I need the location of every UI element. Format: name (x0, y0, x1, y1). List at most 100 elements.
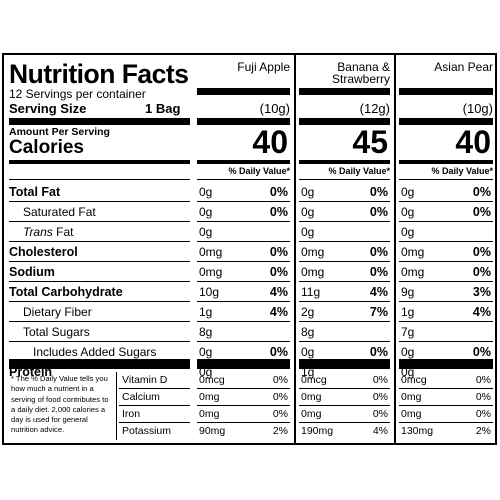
nutrient-amount: 1g (401, 305, 415, 319)
row-rule (197, 321, 290, 322)
nutrient-amount: 0mg (401, 245, 425, 259)
nutrient-daily-value: 0% (369, 205, 388, 219)
nutrient-amount: 8g (199, 325, 213, 339)
calories-label: Calories (9, 137, 84, 158)
product-name: Banana & Strawberry (331, 60, 390, 86)
row-rule (299, 261, 390, 262)
vitamin-amount: 0mg (401, 408, 422, 420)
nutrient-amount: 0mg (401, 265, 425, 279)
servings-per-container: 12 Servings per container (9, 87, 146, 101)
vitamin-rule (197, 388, 290, 389)
row-rule (299, 321, 390, 322)
nutrient-label: Total Sugars (23, 325, 90, 339)
vitamin-label: Vitamin D (122, 374, 168, 386)
vitamin-amount: 0mg (401, 391, 422, 403)
column-thick-rule (197, 88, 290, 95)
calories-rule (299, 160, 390, 164)
product-serving-size: (10g) (462, 101, 493, 116)
column-thick-rule (399, 118, 493, 125)
nutrient-daily-value: 0% (472, 205, 491, 219)
row-rule (197, 241, 290, 242)
vitamin-daily-value: 4% (372, 425, 388, 437)
vitamin-amount: 90mg (199, 425, 226, 437)
vitamin-daily-value: 0% (372, 374, 388, 386)
vitamin-amount: 0mg (199, 391, 220, 403)
vitamin-rule (399, 388, 493, 389)
row-rule (399, 341, 493, 342)
nutrient-top-rule (299, 179, 390, 180)
nutrient-amount: 0g (199, 185, 213, 199)
vitamin-rule (399, 405, 493, 406)
row-rule (299, 281, 390, 282)
nutrient-amount: 1g (199, 305, 213, 319)
nutrition-facts-label: Nutrition Facts 12 Servings per containe… (2, 53, 497, 445)
nutrient-amount: 0g (401, 225, 415, 239)
nutrient-label: Includes Added Sugars (33, 345, 157, 359)
row-rule (399, 241, 493, 242)
vitamin-amount: 0mg (301, 391, 322, 403)
nutrient-daily-value: 0% (269, 345, 288, 359)
row-rule (299, 241, 390, 242)
vitamin-amount: 190mg (301, 425, 334, 437)
nutrient-label-italic: Trans (23, 225, 53, 239)
nutrient-amount: 9g (401, 285, 415, 299)
nutrient-amount: 2g (301, 305, 315, 319)
nutrient-top-rule (9, 179, 190, 180)
column-thick-rule (197, 118, 290, 125)
serving-size-label: Serving Size (9, 101, 87, 116)
nutrient-daily-value: 4% (269, 285, 288, 299)
nutrient-label: Trans Fat (23, 226, 73, 238)
nutrient-daily-value: 0% (472, 185, 491, 199)
product-name: Fuji Apple (237, 60, 290, 74)
nutrient-amount: 0g (199, 205, 213, 219)
nutrient-daily-value: 0% (472, 265, 491, 279)
row-rule (197, 221, 290, 222)
row-rule (197, 261, 290, 262)
product-serving-size: (12g) (359, 101, 390, 116)
nutrient-top-rule (399, 179, 493, 180)
row-rule (197, 281, 290, 282)
daily-value-header: % Daily Value* (328, 166, 390, 176)
row-rule (399, 221, 493, 222)
nutrient-amount: 0g (401, 185, 415, 199)
vitamin-amount: 0mg (301, 408, 322, 420)
nutrient-amount: 10g (199, 285, 220, 299)
row-rule (197, 301, 290, 302)
calories-rule (197, 160, 290, 164)
vitamin-daily-value: 2% (272, 425, 288, 437)
nutrient-daily-value: 0% (269, 205, 288, 219)
nutrient-amount: 7g (401, 325, 415, 339)
row-rule (399, 261, 493, 262)
nutrient-label: Dietary Fiber (23, 305, 92, 319)
product-serving-size: (10g) (259, 101, 290, 116)
nutrient-daily-value: 0% (269, 185, 288, 199)
protein-thick-rule (299, 359, 390, 369)
row-rule (299, 221, 390, 222)
vitamin-daily-value: 0% (372, 408, 388, 420)
row-rule (399, 281, 493, 282)
nutrient-daily-value: 0% (269, 265, 288, 279)
protein-thick-rule (197, 359, 290, 369)
row-rule (299, 301, 390, 302)
footnote: * The % Daily Value tells you how much a… (11, 374, 109, 435)
label-title: Nutrition Facts (9, 59, 189, 89)
row-rule (197, 201, 290, 202)
vitamin-rule (197, 422, 290, 423)
nutrient-amount: 0g (401, 345, 415, 359)
product-name: Asian Pear (434, 60, 493, 74)
vitamin-daily-value: 0% (475, 408, 491, 420)
row-rule (9, 241, 190, 242)
vitamin-amount: 0mcg (401, 374, 427, 386)
nutrient-amount: 1g (301, 365, 315, 379)
row-rule (9, 321, 190, 322)
product-calories: 40 (252, 124, 288, 160)
vitamin-rule (299, 388, 390, 389)
nutrient-amount: 0g (199, 365, 213, 379)
nutrient-amount: 0g (301, 225, 315, 239)
protein-thick-rule (399, 359, 493, 369)
nutrient-daily-value: 0% (369, 245, 388, 259)
nutrient-label: Saturated Fat (23, 205, 96, 219)
vitamin-rule (399, 422, 493, 423)
amount-per-serving: Amount Per Serving (9, 126, 110, 138)
nutrient-top-rule (197, 179, 290, 180)
